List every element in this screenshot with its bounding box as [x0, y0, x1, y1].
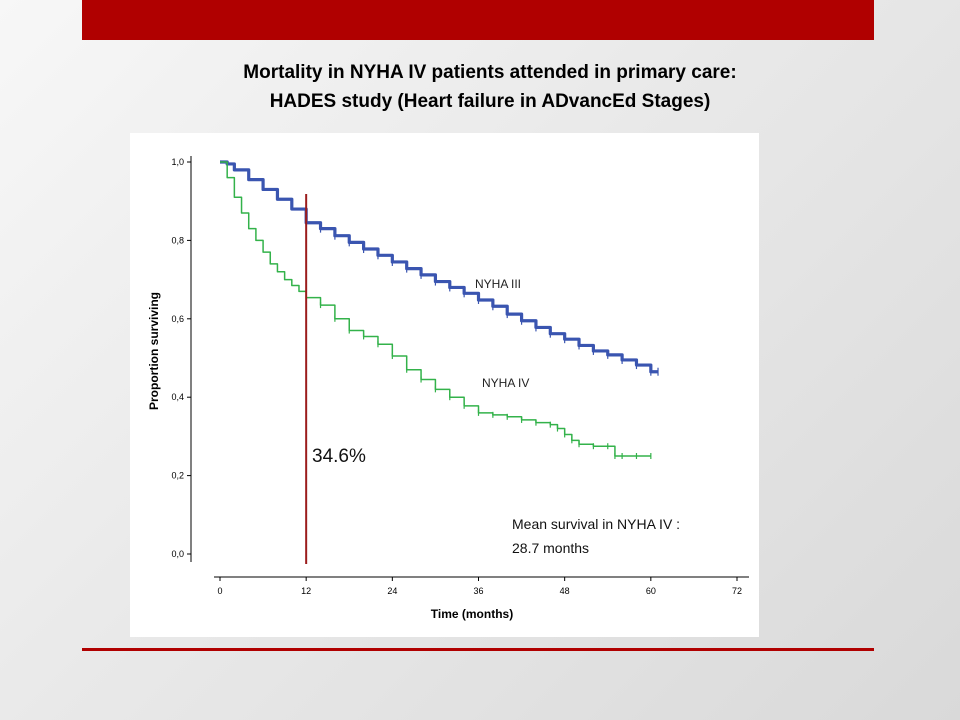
- y-tick-label: 0,6: [171, 314, 184, 324]
- y-tick-label: 0,4: [171, 392, 184, 402]
- x-tick-label: 0: [217, 586, 222, 596]
- chart-series: [220, 160, 659, 564]
- y-tick-label: 0,0: [171, 549, 184, 559]
- chart-annotations: Time (months) Proportion surviving NYHA …: [147, 277, 680, 621]
- bottom-accent-rule: [82, 648, 874, 651]
- slide-title-line-2: HADES study (Heart failure in ADvancEd S…: [269, 91, 711, 112]
- series-line-nyha-iii: [220, 160, 659, 374]
- y-tick-label: 1,0: [171, 157, 184, 167]
- slide-title: Mortality in NYHA IV patients attended i…: [100, 58, 880, 116]
- top-accent-bar: [82, 0, 874, 40]
- slide-title-line-1: Mortality in NYHA IV patients attended i…: [243, 62, 737, 83]
- y-tick-label: 0,2: [171, 471, 184, 481]
- series-label-nyha-iv: NYHA IV: [482, 376, 529, 390]
- mean-survival-line-2: 28.7 months: [512, 540, 589, 556]
- mean-survival-line-1: Mean survival in NYHA IV :: [512, 516, 680, 532]
- survival-chart: 0,0 0,2 0,4 0,6 0,8 1,0 0 12 24 36 48 60 72 Time (mo…: [147, 156, 749, 621]
- x-tick-label: 60: [646, 586, 656, 596]
- x-tick-label: 72: [732, 586, 742, 596]
- marker-percentage-label: 34.6%: [312, 446, 366, 467]
- series-label-nyha-iii: NYHA III: [475, 277, 521, 291]
- x-axis-title: Time (months): [431, 607, 513, 621]
- series-line-nyha-iv: [220, 161, 651, 457]
- x-tick-label: 36: [473, 586, 483, 596]
- y-axis-title: Proportion surviving: [147, 292, 161, 410]
- chart-axes: 0,0 0,2 0,4 0,6 0,8 1,0 0 12 24 36 48 60 72: [171, 156, 749, 596]
- x-tick-label: 24: [387, 586, 397, 596]
- chart-panel: 0,0 0,2 0,4 0,6 0,8 1,0 0 12 24 36 48 60 72 Time (mo…: [130, 133, 759, 637]
- x-tick-label: 48: [560, 586, 570, 596]
- y-tick-label: 0,8: [171, 235, 184, 245]
- x-tick-label: 12: [301, 586, 311, 596]
